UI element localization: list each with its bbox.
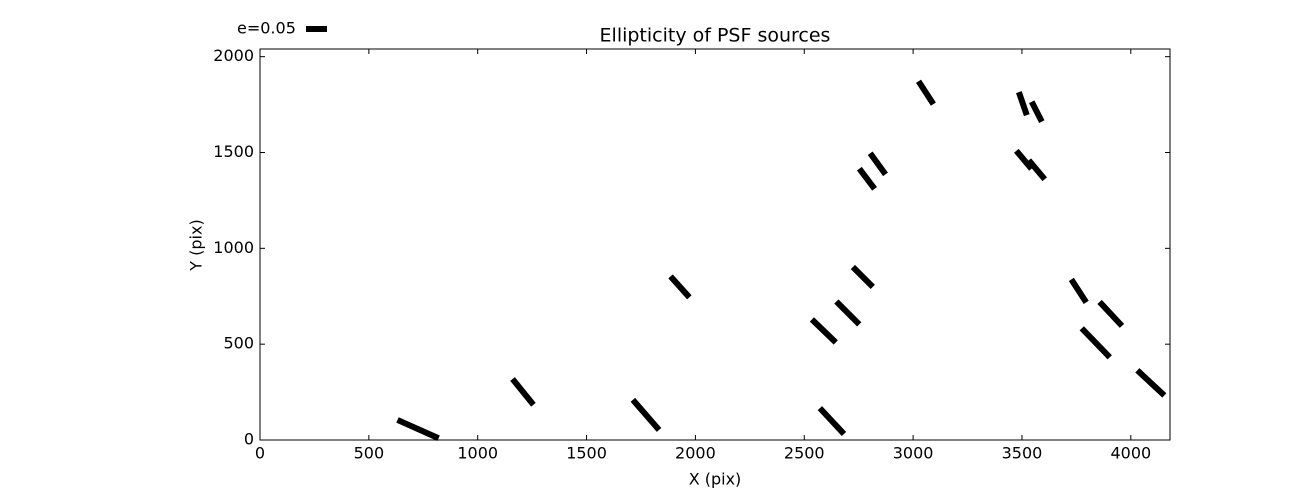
y-tick-label: 2000 xyxy=(213,46,254,65)
y-axis-label: Y (pix) xyxy=(187,219,206,271)
x-axis-label: X (pix) xyxy=(689,470,742,489)
whisker xyxy=(809,317,838,345)
whisker xyxy=(1029,100,1045,123)
x-tick-label: 1500 xyxy=(566,444,607,463)
x-tick-label: 4000 xyxy=(1110,444,1151,463)
x-tick-label: 500 xyxy=(354,444,385,463)
x-tick-label: 2500 xyxy=(784,444,825,463)
whisker xyxy=(1097,299,1125,328)
y-tick-label: 0 xyxy=(244,430,254,449)
key-label: e=0.05 xyxy=(237,19,296,38)
whisker xyxy=(817,406,847,436)
x-tick-label: 1000 xyxy=(457,444,498,463)
whisker xyxy=(834,299,862,327)
x-tick-label: 2000 xyxy=(675,444,716,463)
chart-title: Ellipticity of PSF sources xyxy=(600,25,831,47)
y-tick-label: 1000 xyxy=(213,238,254,257)
plot-frame xyxy=(259,48,1171,441)
whisker xyxy=(510,377,536,407)
x-tick-label: 0 xyxy=(255,444,265,463)
whisker xyxy=(396,417,440,441)
x-tick-label: 3500 xyxy=(1002,444,1043,463)
whisker xyxy=(1016,91,1030,117)
whisker xyxy=(916,79,936,106)
whisker xyxy=(867,151,888,177)
whisker xyxy=(1135,368,1167,398)
whisker xyxy=(668,274,692,300)
whisker xyxy=(856,166,877,191)
whisker xyxy=(1068,277,1089,304)
whisker xyxy=(1079,326,1112,360)
whisker xyxy=(1014,148,1034,171)
whisker xyxy=(1026,158,1048,182)
whisker xyxy=(850,264,875,289)
y-tick-label: 1500 xyxy=(213,142,254,161)
y-tick-label: 500 xyxy=(223,334,254,353)
x-tick-label: 3000 xyxy=(893,444,934,463)
whisker xyxy=(630,397,662,432)
